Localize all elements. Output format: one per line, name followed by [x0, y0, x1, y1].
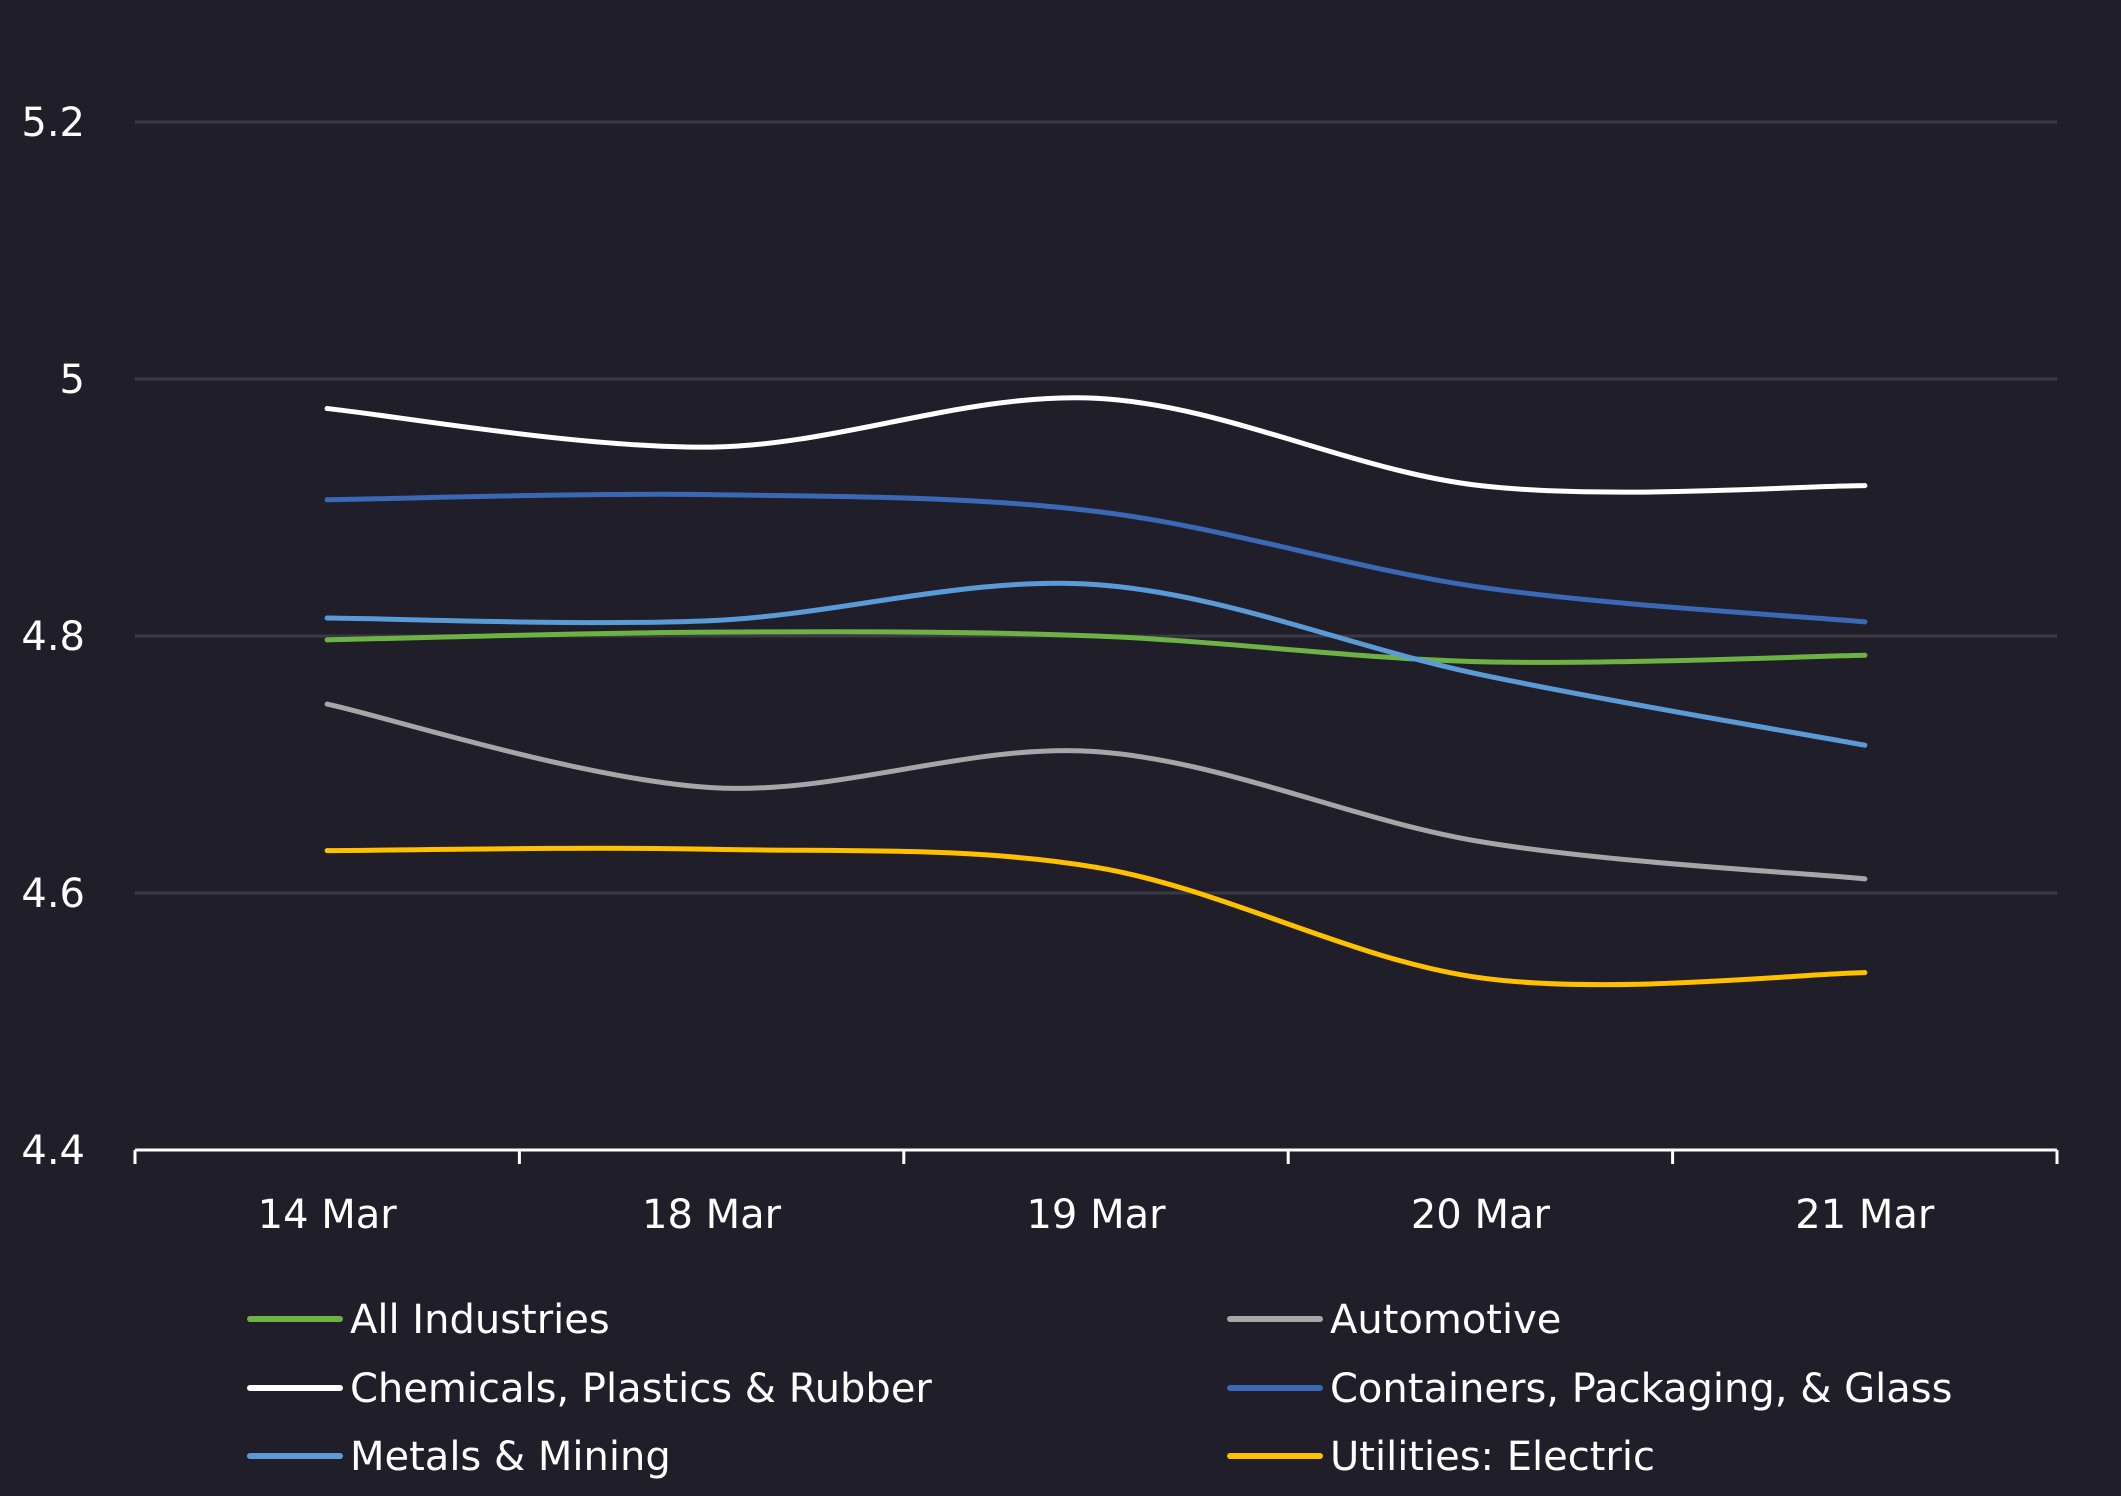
data-point-utilities-electric — [1093, 864, 1099, 870]
y-tick-label: 5 — [60, 357, 85, 403]
data-point-containers-packaging-glass — [1093, 508, 1099, 514]
legend-label-automotive: Automotive — [1330, 1297, 1561, 1343]
data-point-utilities-electric — [1862, 970, 1868, 976]
data-point-automotive — [1477, 839, 1483, 845]
y-tick-label: 4.6 — [21, 871, 85, 917]
x-tick-label: 19 Mar — [1026, 1192, 1166, 1238]
data-point-metals-mining — [1093, 582, 1099, 588]
data-point-automotive — [1862, 876, 1868, 882]
x-tick-label: 21 Mar — [1795, 1192, 1935, 1238]
data-point-containers-packaging-glass — [1862, 619, 1868, 625]
y-tick-label: 4.4 — [21, 1128, 85, 1174]
x-tick-label: 14 Mar — [258, 1192, 398, 1238]
data-point-chemicals-plastics-rubber — [1093, 395, 1099, 401]
data-point-chemicals-plastics-rubber — [1477, 483, 1483, 489]
data-point-automotive — [709, 785, 715, 791]
data-point-all-industries — [1862, 652, 1868, 658]
legend-label-chemicals-plastics-rubber: Chemicals, Plastics & Rubber — [350, 1366, 932, 1412]
data-point-containers-packaging-glass — [324, 497, 330, 503]
series-line-chemicals-plastics-rubber — [324, 395, 1868, 495]
data-point-automotive — [1093, 749, 1099, 755]
data-point-chemicals-plastics-rubber — [324, 406, 330, 412]
data-point-chemicals-plastics-rubber — [1862, 483, 1868, 489]
data-point-automotive — [324, 701, 330, 707]
y-tick-label: 5.2 — [21, 100, 85, 146]
data-point-containers-packaging-glass — [1477, 584, 1483, 590]
data-point-containers-packaging-glass — [709, 492, 715, 498]
data-point-utilities-electric — [709, 846, 715, 852]
data-point-all-industries — [1477, 659, 1483, 665]
data-point-metals-mining — [324, 615, 330, 621]
data-point-all-industries — [709, 629, 715, 635]
data-point-all-industries — [324, 637, 330, 643]
y-tick-label: 4.8 — [21, 614, 85, 660]
legend-label-containers-packaging-glass: Containers, Packaging, & Glass — [1330, 1366, 1952, 1412]
series-line-metals-mining — [324, 580, 1868, 748]
data-point-utilities-electric — [324, 848, 330, 854]
data-point-metals-mining — [709, 618, 715, 624]
data-point-metals-mining — [1862, 742, 1868, 748]
data-point-chemicals-plastics-rubber — [709, 444, 715, 450]
series-line-automotive — [324, 701, 1868, 882]
x-tick-label: 18 Mar — [642, 1192, 782, 1238]
legend-label-all-industries: All Industries — [350, 1297, 610, 1343]
data-point-all-industries — [1093, 633, 1099, 639]
legend-label-utilities-electric: Utilities: Electric — [1330, 1434, 1655, 1480]
legend-label-metals-mining: Metals & Mining — [350, 1434, 671, 1480]
data-point-metals-mining — [1477, 672, 1483, 678]
x-tick-label: 20 Mar — [1411, 1192, 1551, 1238]
data-point-utilities-electric — [1477, 975, 1483, 981]
